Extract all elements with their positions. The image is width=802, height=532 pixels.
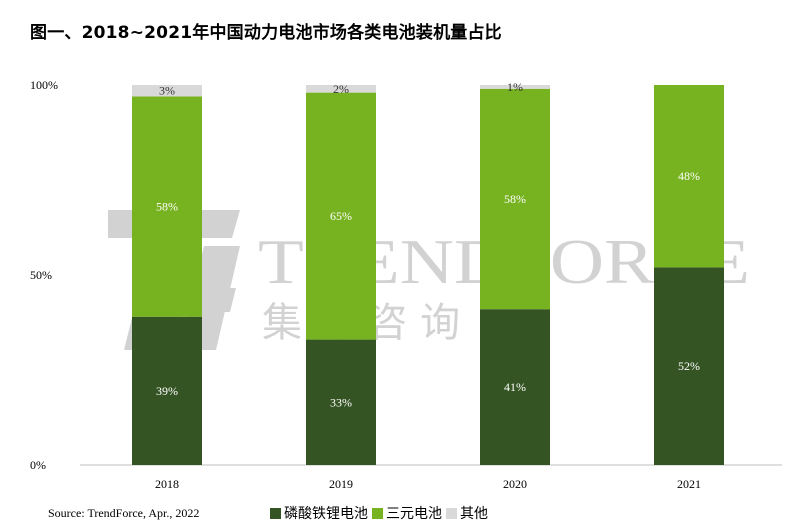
bars-group: 39% 58% 3% 33% 65% 2% 41% 58% 1% 52% 48% — [132, 80, 724, 465]
bar-segment — [306, 339, 376, 465]
bar-segment — [480, 88, 550, 310]
bar-segment — [480, 85, 550, 89]
y-tick-label: 50% — [30, 268, 52, 282]
legend-swatch-lfp — [270, 507, 281, 519]
legend-label-other: 其他 — [460, 506, 488, 522]
stacked-bar-chart: TRENDFORCE 集 邦 咨 询 0% 50% 100% 39%58%3%3… — [30, 78, 782, 491]
data-label: 48% — [678, 169, 700, 183]
legend-item-other: 其他 — [446, 503, 488, 523]
data-label: 65% — [330, 209, 352, 223]
y-axis: 0% 50% 100% — [30, 78, 58, 472]
bar-segment — [654, 267, 724, 465]
data-label: 58% — [504, 192, 526, 206]
data-label: 39% — [156, 384, 178, 398]
data-label: 33% — [330, 395, 352, 409]
y-tick-label: 100% — [30, 78, 58, 92]
legend: 磷酸铁锂电池 三元电池 其他 — [270, 503, 492, 523]
bar-segment — [654, 85, 724, 268]
bar-segment — [132, 96, 202, 317]
trendforce-watermark: TRENDFORCE 集 邦 咨 询 — [108, 210, 750, 350]
x-tick-label: 2021 — [677, 477, 701, 491]
legend-swatch-ncm — [372, 507, 383, 519]
data-label: 3% — [159, 84, 175, 98]
legend-item-lfp: 磷酸铁锂电池 — [270, 503, 368, 523]
data-label: 58% — [156, 200, 178, 214]
data-label: 41% — [504, 380, 526, 394]
bar-segment — [132, 85, 202, 97]
data-label: 52% — [678, 359, 700, 373]
x-tick-label: 2018 — [155, 477, 179, 491]
bar-segment — [132, 316, 202, 465]
data-label: 2% — [333, 82, 349, 96]
bar-segment — [306, 85, 376, 93]
legend-item-ncm: 三元电池 — [372, 503, 442, 523]
bar-segment — [306, 92, 376, 340]
source-note: Source: TrendForce, Apr., 2022 — [48, 506, 200, 520]
bar-segment — [480, 309, 550, 465]
x-axis-labels: 2018 2019 2020 2021 — [155, 477, 701, 491]
legend-label-ncm: 三元电池 — [386, 506, 442, 522]
legend-label-lfp: 磷酸铁锂电池 — [284, 506, 368, 522]
legend-swatch-other — [446, 507, 457, 519]
x-tick-label: 2019 — [329, 477, 353, 491]
y-tick-label: 0% — [30, 458, 46, 472]
data-label: 1% — [507, 80, 523, 94]
chart-title: 图一、2018~2021年中国动力电池市场各类电池装机量占比 — [30, 23, 502, 43]
x-tick-label: 2020 — [503, 477, 527, 491]
